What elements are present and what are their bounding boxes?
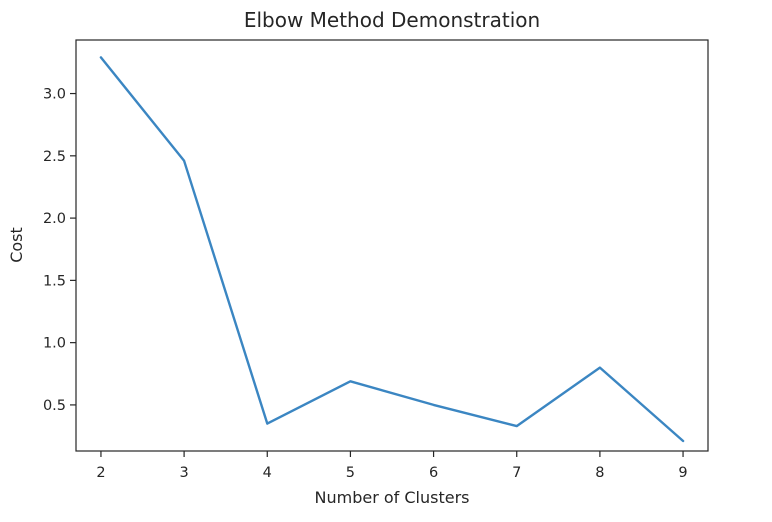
plot-frame: [75, 39, 709, 452]
y-tick-label: 3.0: [43, 87, 66, 103]
x-tick-label: 8: [595, 465, 604, 481]
x-axis-label: Number of Clusters: [315, 488, 470, 507]
cost-series-line: [99, 56, 685, 443]
y-axis: 0.5 1.0 1.5 2.0 2.5 3.0: [43, 87, 76, 414]
chart-title: Elbow Method Demonstration: [244, 8, 540, 32]
y-tick-label: 2.5: [43, 149, 66, 165]
y-tick-label: 0.5: [43, 398, 66, 414]
x-tick-label: 6: [429, 465, 438, 481]
x-tick-label: 4: [263, 465, 272, 481]
x-tick-label: 3: [179, 465, 188, 481]
x-tick-label: 7: [512, 465, 521, 481]
x-axis: 2 3 4 5 6 7 8 9: [96, 451, 688, 481]
x-tick-label: 9: [678, 465, 687, 481]
x-tick-label: 2: [96, 465, 105, 481]
y-tick-label: 1.0: [43, 336, 66, 352]
y-tick-label: 1.5: [43, 273, 66, 289]
y-axis-label: Cost: [7, 227, 26, 263]
y-tick-label: 2.0: [43, 211, 66, 227]
x-tick-label: 5: [346, 465, 355, 481]
